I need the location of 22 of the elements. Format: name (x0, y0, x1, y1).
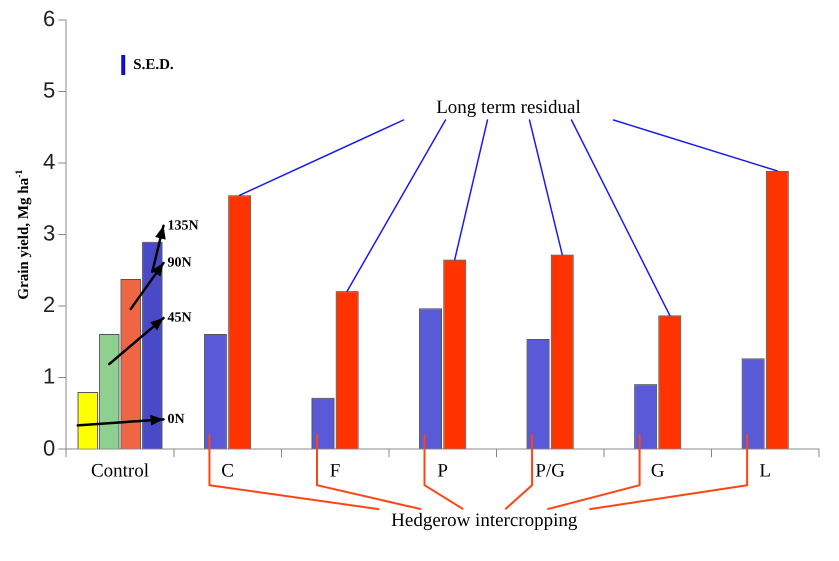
y-tick-label: 3 (42, 220, 56, 246)
text: 90N (167, 256, 192, 271)
text: 45N (167, 310, 192, 326)
annotation: S.E.D. (133, 56, 174, 73)
x-tick-label: L (759, 460, 772, 482)
y-tick-label: 1 (42, 364, 56, 389)
x-tick-label: C (221, 460, 234, 482)
y-axis-title: Grain yield, Mg ha-1 (14, 170, 32, 300)
text: Hedgerow intercropping (391, 510, 578, 532)
x-tick-label: P (437, 460, 448, 482)
x-tick-label: G (650, 460, 665, 482)
x-tick-label: Control (90, 460, 150, 482)
text: 0N (167, 412, 185, 427)
y-tick-label: 2 (42, 292, 56, 318)
y-tick-label: 0 (42, 435, 56, 460)
x-tick-label: P/G (535, 460, 566, 482)
y-tick-label: 5 (42, 78, 56, 103)
text: Long term residual (436, 96, 581, 118)
y-tick-label: 6 (42, 6, 56, 32)
series-label: 135N (167, 218, 199, 234)
y-tick-label: 4 (42, 149, 56, 174)
x-tick-label: F (330, 460, 340, 482)
